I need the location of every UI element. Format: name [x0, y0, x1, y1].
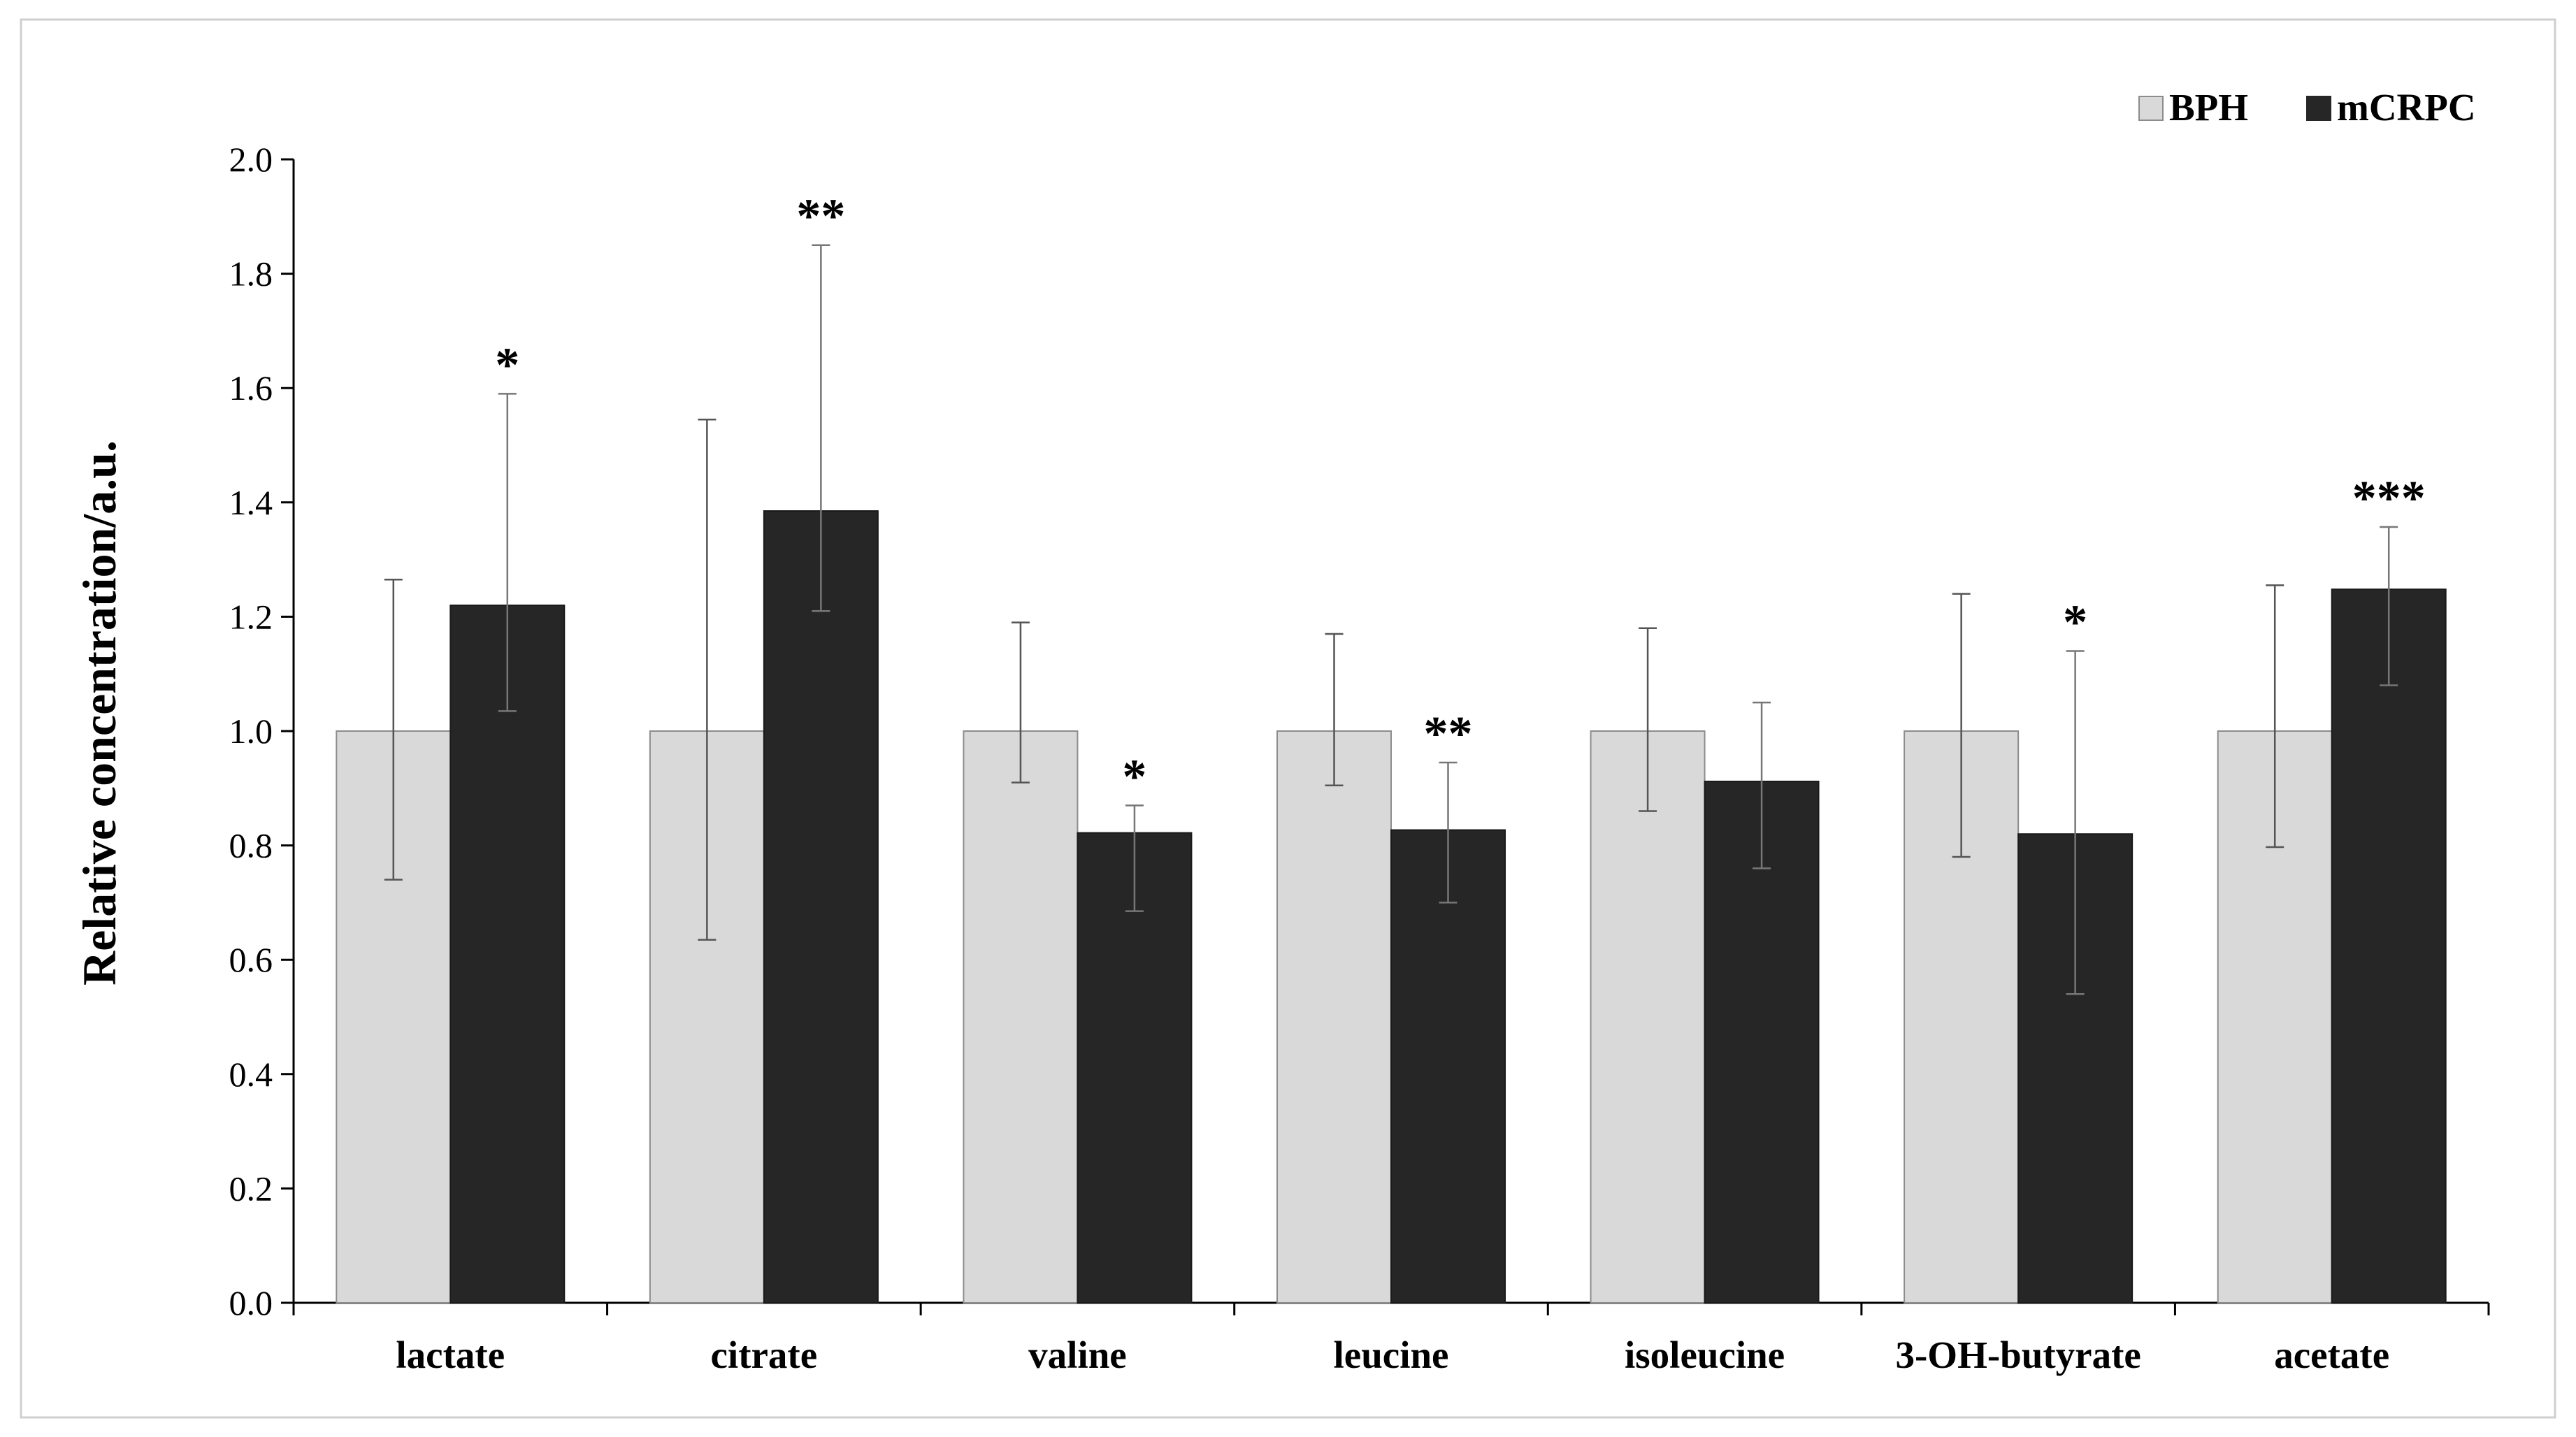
y-tick-label: 1.8 — [229, 254, 273, 294]
plot-area: 0.0 0.2 0.4 0.6 0.8 1.0 1.2 1.4 1.6 1.8 2.0 * lactat… — [229, 140, 2490, 1376]
x-category-label: acetate — [2274, 1334, 2389, 1376]
y-tick-label: 0.0 — [229, 1283, 273, 1322]
significance-marker: * — [495, 338, 519, 392]
bar-bph — [963, 730, 1079, 1304]
x-category-label: valine — [1028, 1334, 1127, 1376]
bar-mcrpc — [449, 605, 566, 1304]
legend-label-mcrpc: mCRPC — [2337, 86, 2476, 129]
significance-marker: ** — [796, 190, 845, 244]
significance-marker: *** — [2352, 472, 2426, 526]
significance-marker: * — [1122, 750, 1146, 804]
bar-bph — [1276, 730, 1392, 1304]
significance-marker: ** — [1424, 707, 1473, 761]
y-tick-label: 0.8 — [229, 826, 273, 865]
y-tick-label: 0.2 — [229, 1169, 273, 1208]
x-category-label: 3-OH-butyrate — [1895, 1334, 2140, 1376]
x-category-label: leucine — [1334, 1334, 1449, 1376]
bar-mcrpc — [2331, 588, 2447, 1304]
legend-swatch-bph — [2138, 96, 2164, 121]
y-axis-title: Relative concentration/a.u. — [73, 440, 126, 985]
y-tick-label: 1.4 — [229, 483, 273, 522]
y-tick-label: 0.6 — [229, 940, 273, 979]
bar-mcrpc — [763, 510, 879, 1304]
y-tick-label: 0.4 — [229, 1055, 273, 1094]
x-category-label: isoleucine — [1625, 1334, 1785, 1376]
y-tick-label: 1.0 — [229, 712, 273, 751]
legend: BPH mCRPC — [2138, 86, 2476, 129]
legend-label-bph: BPH — [2169, 86, 2248, 129]
significance-marker: * — [2063, 595, 2087, 649]
bar-bph — [1590, 730, 1706, 1304]
x-category-label: citrate — [711, 1334, 818, 1376]
y-tick-label: 1.6 — [229, 368, 273, 407]
x-category-label: lactate — [396, 1334, 505, 1376]
y-tick-label: 2.0 — [229, 140, 273, 179]
y-tick-label: 1.2 — [229, 597, 273, 636]
legend-swatch-mcrpc — [2306, 96, 2331, 121]
